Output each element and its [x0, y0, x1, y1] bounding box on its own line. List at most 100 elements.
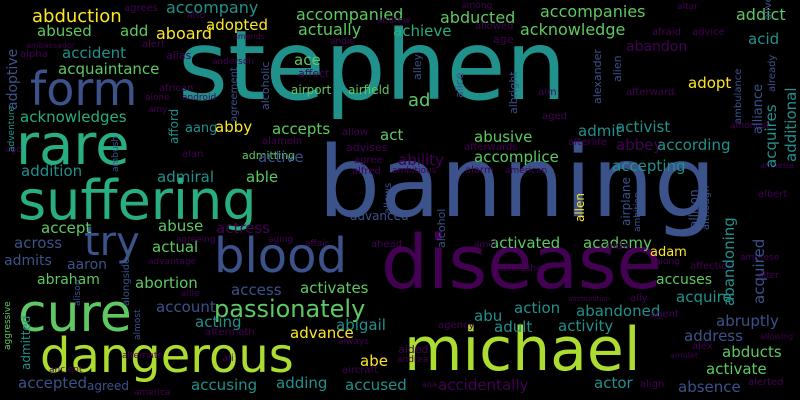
word-ambassador: ambassador [26, 41, 76, 50]
word-alison: alison [73, 279, 83, 306]
word-dangerous: dangerous [40, 328, 294, 384]
word-acquaintance: acquaintance [58, 60, 160, 78]
word-alice: alice [453, 72, 466, 98]
word-cure: cure [18, 284, 132, 344]
word-add: add [120, 22, 149, 40]
word-adopt: adopt [688, 74, 732, 92]
word-accepted: accepted [18, 374, 88, 392]
word-form: form [30, 62, 138, 116]
word-abby: abby [215, 118, 253, 136]
word-aim: aim [538, 87, 557, 98]
word-acknowledges: acknowledges [20, 108, 127, 126]
word-along: along [655, 257, 680, 267]
word-abu: abu [474, 307, 503, 325]
word-aging: aging [268, 235, 294, 245]
word-adult: adult [494, 318, 533, 336]
word-agency: agency [438, 320, 475, 331]
word-aide: aide [606, 239, 630, 252]
word-accusing: accusing [191, 376, 258, 394]
word-advantage: advantage [148, 257, 197, 267]
word-alive: alive [763, 0, 774, 20]
word-accept: accept [41, 219, 92, 237]
word-adam: adam [650, 245, 687, 260]
word-afford: afford [167, 108, 181, 144]
word-adopted: adopted [206, 16, 269, 34]
word-abducted: abducted [440, 8, 516, 27]
word-accompany: accompany [166, 0, 259, 17]
word-airplane: airplane [619, 177, 633, 226]
word-alone: alone [145, 93, 170, 103]
word-allowing: allowing [760, 332, 794, 341]
word-admiral: admiral [157, 168, 215, 186]
word-almost: almost [133, 309, 143, 340]
word-albright: albright [507, 71, 520, 114]
word-activates: activates [300, 279, 369, 297]
word-align: align [640, 379, 665, 390]
word-ambrose: ambrose [740, 253, 780, 263]
word-alias: alias [166, 49, 192, 62]
word-alter: alter [758, 271, 779, 281]
word-across: across [14, 234, 63, 252]
word-achieve: achieve [393, 22, 452, 40]
word-acting: acting [195, 313, 242, 331]
word-afterlife: afterlife [568, 137, 607, 148]
word-advanced: advanced [350, 209, 409, 223]
word-ahead: ahead [371, 239, 403, 250]
word-addict: addict [736, 5, 786, 24]
word-always: always [338, 337, 369, 347]
word-adventure: adventure [7, 105, 17, 152]
word-already: already [767, 54, 778, 92]
word-allen: allen [573, 192, 587, 222]
word-agrees: agrees [124, 3, 158, 14]
word-account: account [156, 298, 216, 316]
word-alamein: alamein [262, 136, 303, 147]
word-ana: ana [422, 380, 437, 389]
word-accuses: accuses [656, 272, 713, 288]
word-ambulance: ambulance [733, 68, 744, 124]
word-agree: agree [354, 155, 383, 166]
word-alcohol: alcohol [435, 208, 448, 248]
word-ability: ability [398, 151, 444, 169]
word-abused: abused [37, 22, 92, 40]
word-actress: actress [216, 219, 271, 237]
word-ace: ace [294, 51, 321, 69]
word-alpha: alpha [20, 49, 48, 60]
word-try: try [84, 219, 140, 265]
word-academy: academy [583, 234, 652, 252]
word-agreeing: agreeing [176, 235, 216, 245]
word-abruptly: abruptly [716, 312, 779, 330]
word-admitting: admitting [242, 149, 296, 162]
word-ambushed: ambushed [500, 264, 548, 274]
word-allows: allows [383, 182, 394, 214]
word-ambition: ambition [633, 192, 643, 232]
word-abigail: abigail [336, 316, 386, 334]
word-abraham: abraham [37, 272, 100, 288]
word-ancient: ancient [49, 365, 83, 375]
word-according: according [657, 136, 731, 154]
word-advises: advises [346, 141, 388, 154]
word-affair: affair [305, 239, 329, 249]
word-acquire: acquire [676, 288, 732, 306]
word-abandoning: abandoning [720, 217, 738, 306]
word-ago: ago [5, 145, 22, 155]
word-ambush: ambush [111, 135, 121, 172]
word-abandoned: abandoned [576, 302, 661, 320]
word-rare: rare [16, 113, 130, 178]
word-activated: activated [490, 234, 561, 252]
word-agent: agent [650, 309, 679, 320]
word-abandon: abandon [626, 39, 688, 55]
word-active: active [258, 148, 304, 166]
word-ad: ad [408, 90, 431, 111]
word-acknowledge: acknowledge [520, 20, 626, 39]
word-aftermath: aftermath [205, 327, 255, 338]
word-alarm: alarm [465, 165, 494, 176]
word-amulet: amulet [670, 351, 699, 360]
word-acquired: acquired [750, 238, 768, 304]
word-affection: affection [690, 261, 734, 272]
word-ali: ali [222, 353, 234, 364]
word-accepting: accepting [612, 157, 686, 175]
word-alan: alan [182, 149, 204, 160]
word-abduction: abduction [32, 6, 122, 27]
word-actor: actor [594, 374, 633, 392]
word-advance: advance [290, 324, 354, 342]
